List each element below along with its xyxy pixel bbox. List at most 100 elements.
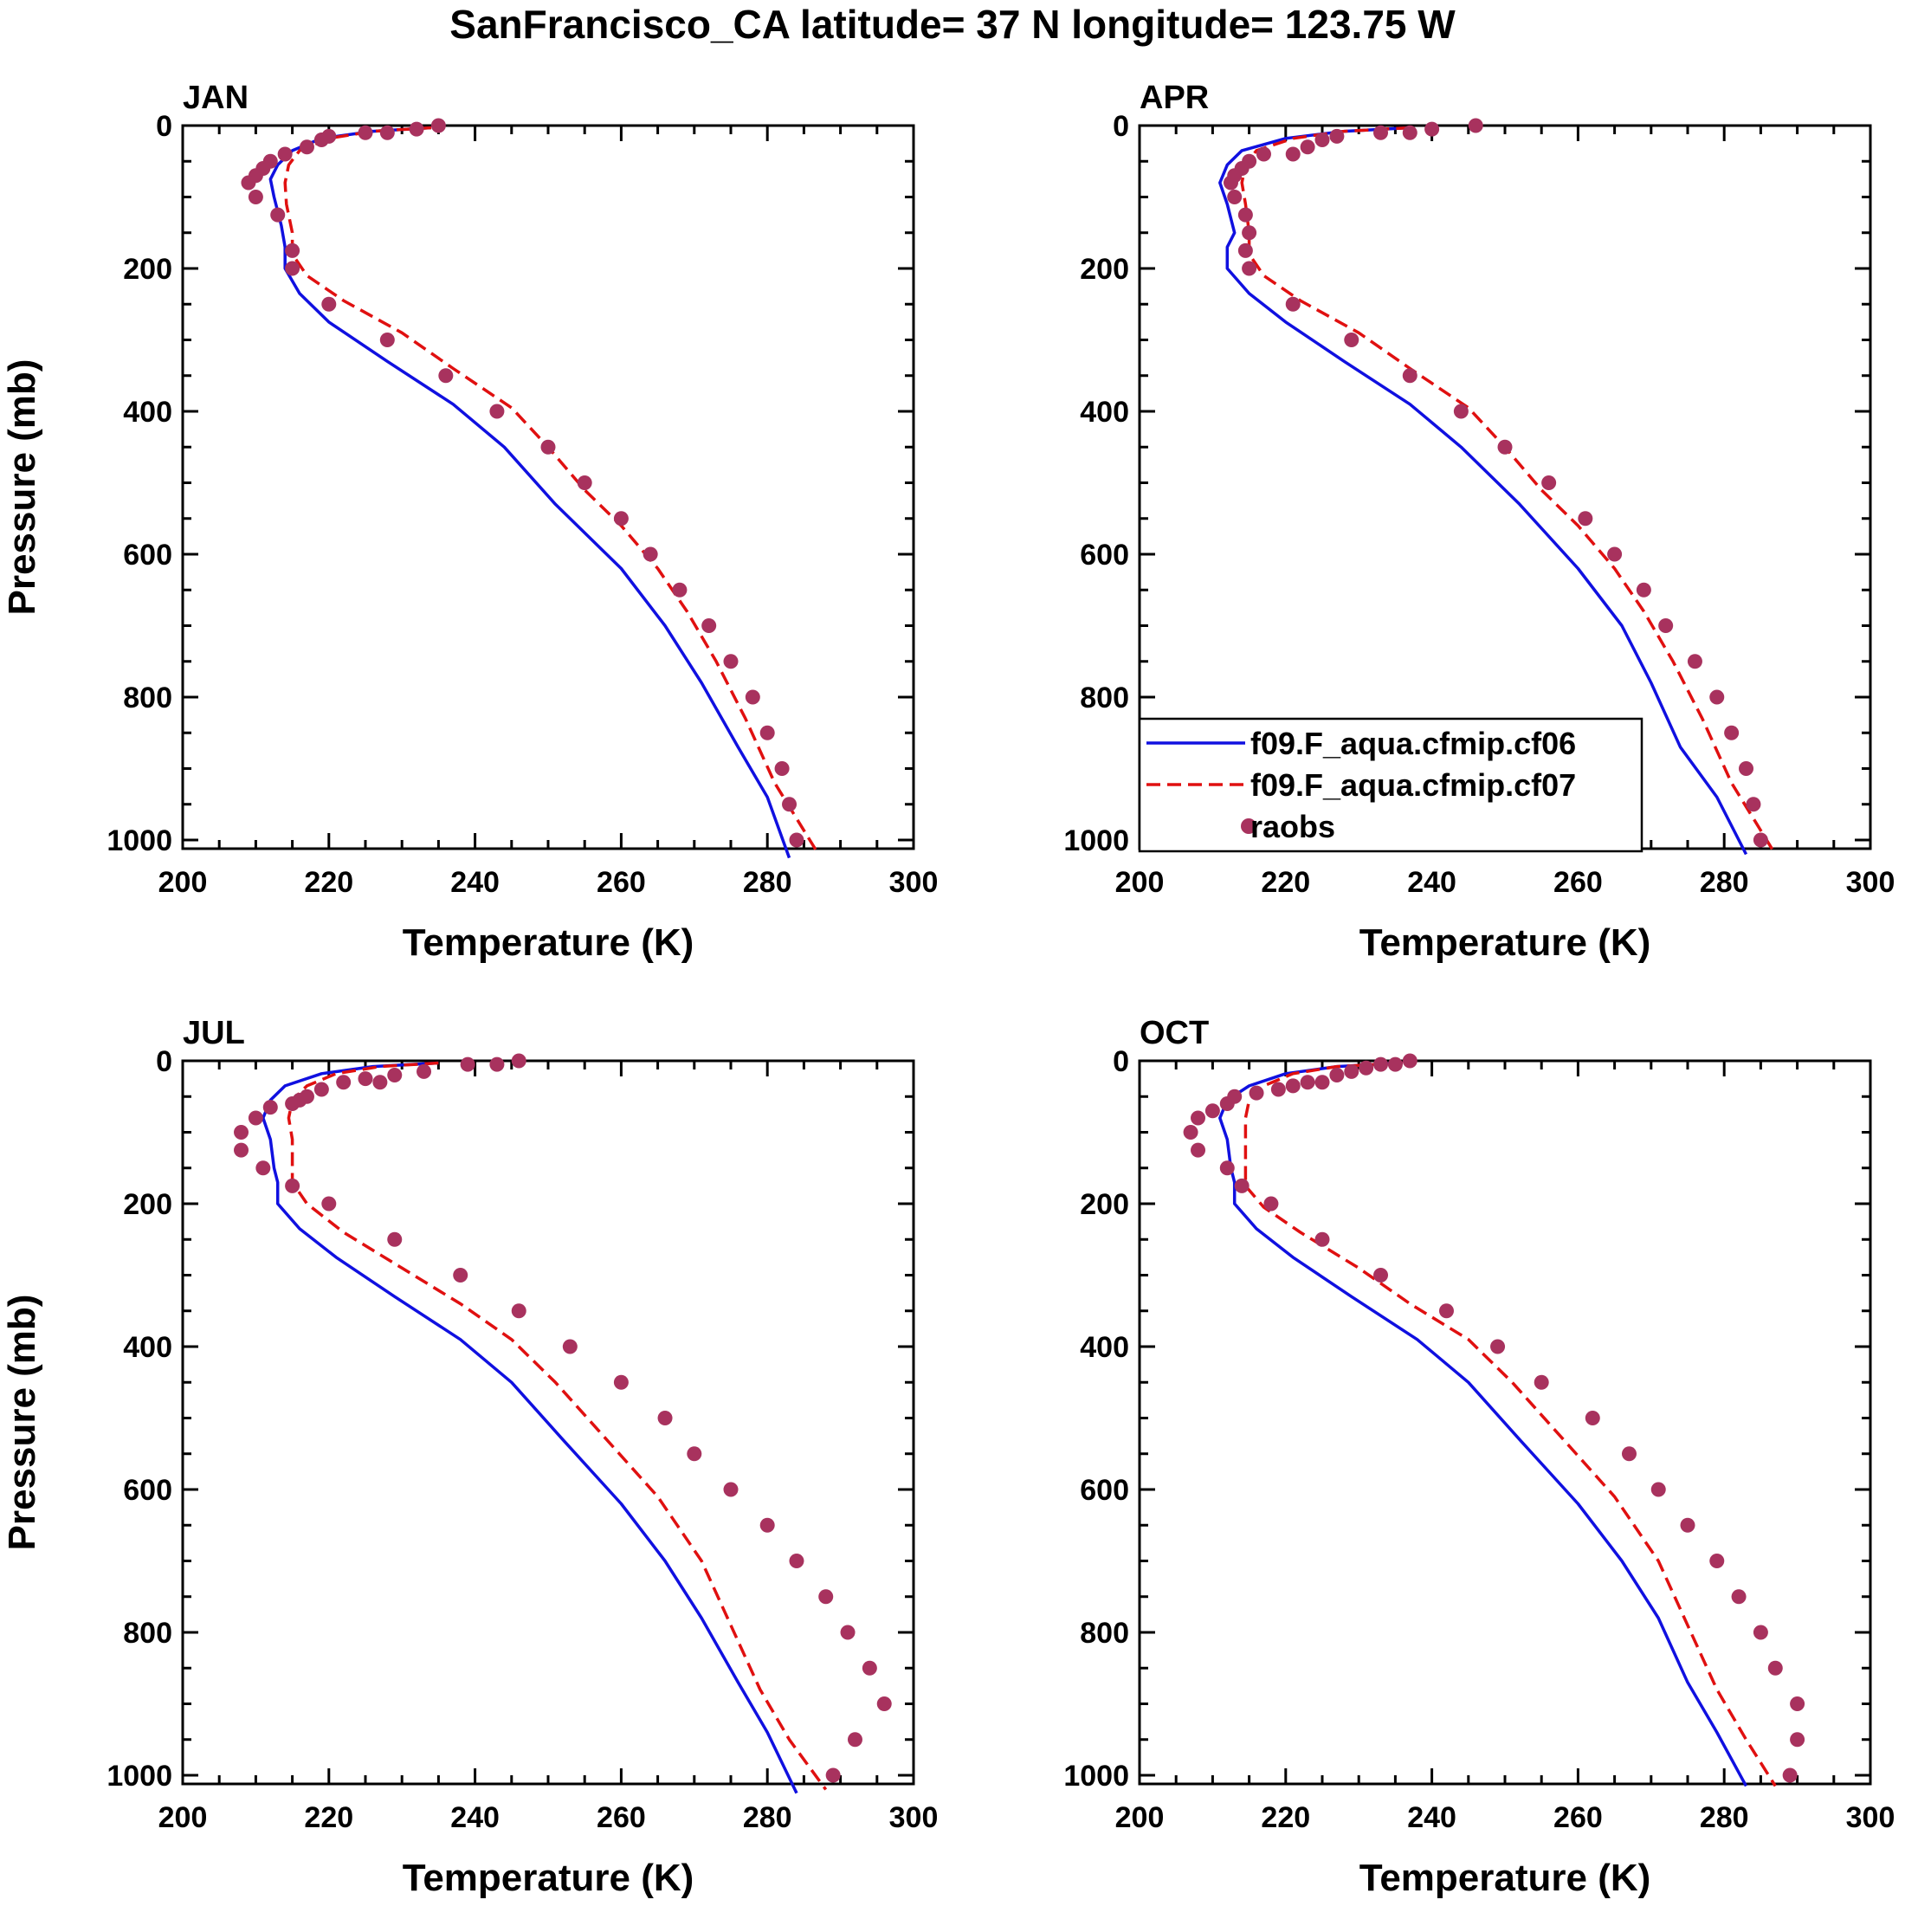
raobs-point [774, 761, 790, 776]
raobs-point [1224, 175, 1238, 191]
raobs-point [387, 1231, 403, 1247]
series-raobs [241, 118, 804, 848]
y-tick-label: 1000 [1063, 1760, 1129, 1793]
x-tick-label: 220 [304, 866, 353, 899]
raobs-point [438, 368, 454, 384]
raobs-point [1687, 654, 1702, 669]
raobs-point [1227, 190, 1243, 204]
raobs-point [613, 511, 629, 527]
y-tick-label: 200 [1080, 1188, 1129, 1221]
raobs-point [643, 546, 658, 562]
raobs-point [782, 797, 798, 812]
x-tick-label: 260 [597, 866, 646, 899]
raobs-point [1242, 225, 1257, 241]
y-tick-label: 800 [123, 682, 172, 714]
x-tick-label: 260 [1553, 866, 1603, 899]
raobs-point [687, 1446, 702, 1462]
panels: 200 220 240 260 280 300 0 200 400 600 800 1000 JAN Te… [1, 80, 1895, 1899]
raobs-point [1219, 1096, 1235, 1111]
raobs-point [1204, 1103, 1220, 1119]
x-tick-label: 220 [304, 1801, 353, 1834]
raobs-point [336, 1075, 352, 1090]
raobs-point [577, 475, 592, 490]
raobs-point [409, 121, 424, 137]
raobs-point [248, 1110, 263, 1126]
series-raobs [1183, 1053, 1805, 1783]
raobs-point [511, 1303, 526, 1319]
raobs-point [1300, 139, 1315, 155]
y-tick-label: 0 [156, 110, 172, 143]
y-tick-label: 200 [123, 253, 172, 286]
y-tick-label: 1000 [107, 824, 172, 857]
legend-box [1138, 717, 1643, 853]
raobs-point [1344, 1063, 1359, 1079]
raobs-point [1402, 368, 1417, 384]
raobs-point [1402, 125, 1417, 140]
raobs-point [285, 242, 300, 258]
raobs-point [1753, 832, 1768, 848]
raobs-point [818, 1589, 834, 1605]
raobs-point [1621, 1446, 1637, 1462]
raobs-point [1234, 1178, 1250, 1193]
y-tick-label: 600 [123, 1474, 172, 1507]
raobs-point [745, 689, 760, 705]
raobs-point [372, 1075, 388, 1090]
y-tick-label: 400 [123, 396, 172, 429]
raobs-point [1650, 1482, 1666, 1497]
raobs-point [1680, 1517, 1695, 1533]
raobs-point [562, 1339, 578, 1354]
x-tick-label: 260 [597, 1801, 646, 1834]
raobs-point [489, 1056, 505, 1072]
raobs-point [1739, 761, 1754, 776]
raobs-point [1753, 1625, 1768, 1640]
panel-title: JAN [183, 80, 249, 116]
raobs-point [1607, 546, 1623, 562]
raobs-point [321, 1196, 337, 1212]
raobs-point [358, 125, 373, 140]
raobs-point [1373, 1268, 1389, 1283]
raobs-point [1541, 475, 1557, 490]
x-tick-label: 240 [1407, 866, 1456, 899]
raobs-point [876, 1696, 892, 1711]
raobs-point [511, 1053, 526, 1069]
raobs-point [1191, 1110, 1206, 1126]
raobs-point [1636, 582, 1651, 598]
x-tick-label: 240 [450, 866, 500, 899]
x-tick-label: 300 [1846, 866, 1895, 899]
raobs-point [1256, 146, 1271, 162]
legend-label: f09.F_aqua.cfmip.cf06 [1250, 726, 1576, 761]
raobs-point [1790, 1696, 1805, 1711]
x-tick-label: 300 [889, 1801, 939, 1834]
raobs-point [613, 1374, 629, 1390]
raobs-point [1746, 797, 1761, 812]
raobs-point [1329, 128, 1345, 144]
raobs-point [1534, 1374, 1549, 1390]
raobs-point [379, 125, 395, 140]
panel-oct: 200 220 240 260 280 300 0 200 400 600 800 1000 OCT Te… [1063, 1015, 1895, 1899]
raobs-point [255, 1160, 271, 1176]
legend-swatch-marker [1241, 818, 1256, 834]
y-tick-label: 800 [123, 1617, 172, 1650]
raobs-point [1344, 333, 1359, 347]
y-tick-label: 1000 [107, 1760, 172, 1793]
x-tick-label: 220 [1261, 866, 1310, 899]
raobs-point [701, 618, 717, 633]
raobs-point [313, 132, 329, 147]
series-line-cf06 [268, 126, 791, 859]
raobs-point [285, 1178, 300, 1193]
x-axis-label: Temperature (K) [403, 1857, 694, 1899]
x-tick-label: 260 [1553, 1801, 1603, 1834]
raobs-point [313, 1082, 329, 1097]
raobs-point [1359, 1060, 1374, 1076]
y-tick-label: 0 [1113, 1045, 1129, 1078]
raobs-point [417, 1063, 432, 1079]
raobs-point [1767, 1660, 1783, 1676]
raobs-point [285, 261, 300, 276]
raobs-point [430, 118, 446, 133]
y-tick-label: 800 [1080, 682, 1129, 714]
x-tick-label: 300 [1846, 1801, 1895, 1834]
raobs-point [723, 1482, 739, 1497]
x-tick-label: 280 [743, 1801, 792, 1834]
raobs-point [540, 439, 556, 455]
raobs-point [1731, 1589, 1747, 1605]
